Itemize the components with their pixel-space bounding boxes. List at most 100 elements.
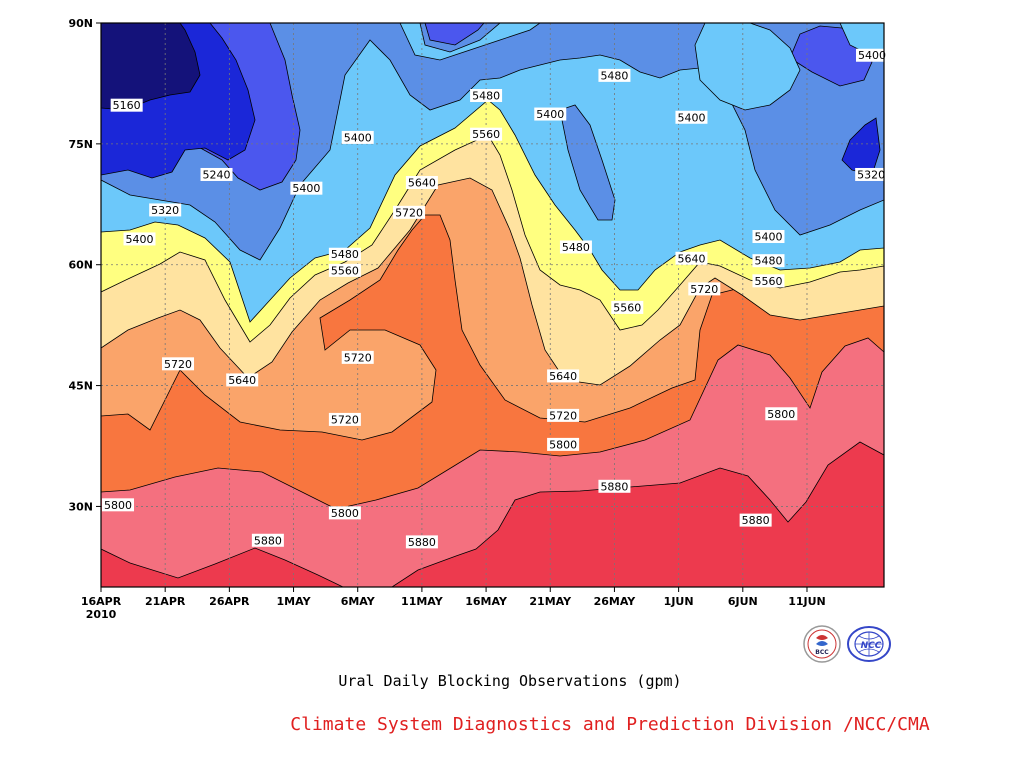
contour-label-bg [405, 176, 438, 190]
contour-label: 5400 [677, 111, 705, 124]
contour-label: 5480 [472, 90, 500, 103]
contour-label: 5320 [151, 204, 179, 217]
contour-label: 5800 [767, 408, 795, 421]
x-tick-label: 11JUN [788, 595, 826, 608]
contour-label: 5800 [104, 499, 132, 512]
y-tick-label: 30N [68, 500, 93, 513]
contour-label: 5560 [613, 301, 641, 314]
contour-label-bg [688, 282, 721, 296]
contour-label: 5560 [754, 275, 782, 288]
contour-label: 5160 [113, 99, 141, 112]
x-tick-label: 21APR [145, 595, 186, 608]
contour-label-bg [102, 498, 134, 512]
contour-label-bg [251, 533, 284, 547]
contour-label-bg [393, 205, 426, 219]
contour-label-bg [752, 274, 785, 288]
x-tick-label: 26APR [209, 595, 250, 608]
contour-label: 5720 [395, 206, 423, 219]
contour-label-bg [328, 263, 361, 277]
contour-label-bg [856, 48, 888, 62]
contour-label-bg [341, 130, 374, 144]
contour-label: 5720 [331, 413, 359, 426]
island-5400-ne [694, 23, 801, 111]
contour-label-bg [123, 232, 156, 246]
contour-label-bg [598, 68, 631, 82]
year-label: 2010 [86, 608, 117, 621]
x-tick-label: 16MAY [465, 595, 508, 608]
contour-label-bg [470, 89, 503, 103]
contour-label: 5400 [344, 131, 372, 144]
grid-lines [101, 23, 884, 587]
x-axis: 16APR 21APR 26APR 1MAY 6MAY 11MAY 16MAY 21MAY 26… [81, 587, 826, 621]
x-tick-label: 11MAY [401, 595, 444, 608]
svg-text:NCC: NCC [861, 641, 882, 651]
contour-label-bg [162, 357, 195, 371]
y-axis: 30N 45N 60N 75N 90N [68, 17, 101, 513]
contour-label-bg [405, 535, 438, 549]
contour-label: 5720 [164, 358, 192, 371]
contour-label-bg [752, 230, 785, 244]
y-tick-label: 90N [68, 17, 93, 30]
island-5320-north [424, 23, 485, 46]
band-5400 [101, 23, 884, 261]
plot-frame [100, 22, 885, 588]
contour-label: 5880 [408, 536, 436, 549]
contour-label-bg [855, 167, 888, 181]
contour-label: 5400 [126, 233, 154, 246]
contour-label: 5480 [600, 69, 628, 82]
contour-label: 5720 [690, 283, 718, 296]
contour-label-bg [200, 167, 233, 181]
y-tick-label: 60N [68, 259, 93, 272]
contour-label: 5480 [331, 248, 359, 261]
contour-label: 5640 [677, 252, 705, 265]
contour-label-bg [328, 506, 361, 520]
contour-label: 5560 [331, 264, 359, 277]
contour-label: 5880 [600, 480, 628, 493]
contour-label-bg [328, 412, 361, 426]
island-5400-east [559, 104, 616, 221]
contour-label: 5640 [408, 177, 436, 190]
contour-label-bg [547, 369, 580, 383]
contour-label-bg [559, 240, 592, 254]
svg-text:BCC: BCC [815, 649, 829, 656]
x-tick-label: 21MAY [529, 595, 572, 608]
x-tick-label: 6JUN [728, 595, 758, 608]
contour-label-bg [765, 407, 798, 421]
contour-label-bg [547, 437, 580, 451]
bcc-logo: BCC [803, 625, 841, 663]
contour-label-bg [534, 107, 567, 121]
contour-labels: 5160 5240 5320 5400 5400 5400 5480 5560 5480 5560… [102, 48, 888, 549]
contour-label: 5880 [742, 514, 770, 527]
contour-label: 5800 [331, 507, 359, 520]
contour-label: 5400 [754, 231, 782, 244]
contour-label-bg [470, 127, 503, 141]
contour-label: 5400 [536, 108, 564, 121]
contour-label-bg [149, 203, 182, 217]
contour-label-bg [328, 247, 361, 261]
ncc-logo: NCC [847, 626, 891, 662]
contour-label: 5720 [549, 409, 577, 422]
contour-label: 5560 [472, 128, 500, 141]
contour-label-bg [752, 254, 785, 268]
contour-label-bg [675, 110, 708, 124]
contour-label: 5640 [228, 374, 256, 387]
chart-title: Ural Daily Blocking Observations (gpm) [338, 672, 682, 690]
contour-label: 5480 [754, 255, 782, 268]
contour-label: 5320 [857, 168, 885, 181]
contour-label-bg [341, 350, 374, 364]
x-tick-label: 1JUN [664, 595, 694, 608]
contour-label-bg [290, 181, 323, 195]
x-tick-label: 16APR [81, 595, 122, 608]
contour-label-bg [226, 373, 259, 387]
contour-label-bg [110, 98, 143, 112]
contour-label: 5240 [203, 168, 231, 181]
credit-line: Climate System Diagnostics and Predictio… [290, 714, 930, 735]
contour-label: 5480 [562, 241, 590, 254]
contour-label-bg [675, 251, 708, 265]
contour-label-bg [611, 300, 644, 314]
contour-label: 5800 [549, 438, 577, 451]
x-tick-label: 26MAY [594, 595, 637, 608]
x-tick-label: 6MAY [341, 595, 376, 608]
contour-label: 5640 [549, 370, 577, 383]
